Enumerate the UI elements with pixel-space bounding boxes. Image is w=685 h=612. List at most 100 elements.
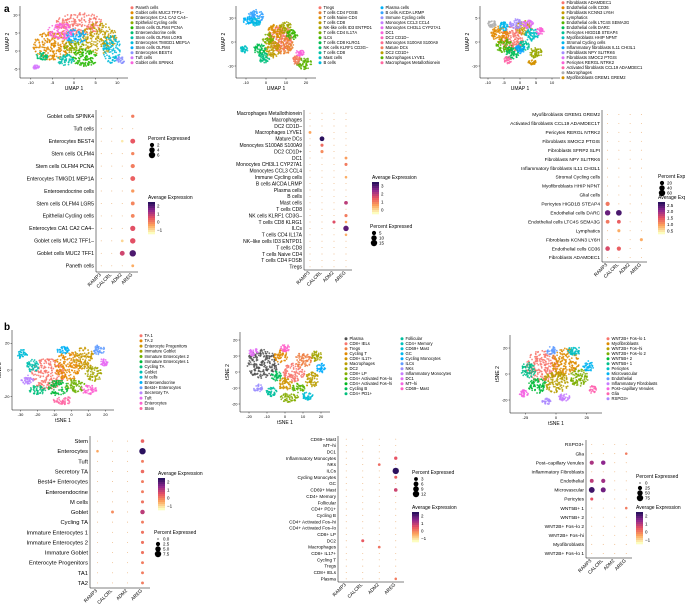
b-tsne-epithelial-point [61, 386, 63, 389]
a-umap-stromal-point [509, 22, 512, 25]
a-umap-epithelial-point [74, 46, 77, 49]
a-umap-immune-point [251, 11, 253, 14]
a-umap-epithelial-point [89, 57, 92, 60]
a-umap-immune-point [276, 33, 279, 36]
a-umap-epithelial-point [116, 43, 119, 45]
a-umap-epithelial-point [48, 58, 51, 61]
a-umap-epithelial-point [84, 49, 87, 52]
a-umap-immune-point [292, 57, 295, 60]
a-umap-epithelial-point [94, 37, 97, 40]
b-tsne-epithelial-point [50, 358, 53, 361]
b-tsne-epithelial-point [102, 359, 105, 361]
b-tsne-epithelial-point [52, 392, 55, 395]
b-tsne-epithelial-point [86, 367, 88, 370]
a-umap-epithelial-point [37, 66, 40, 69]
a-umap-epithelial-point [87, 25, 90, 28]
a-umap-epithelial-x-tick-label: 5 [94, 80, 97, 85]
a-umap-epithelial-point [94, 30, 97, 33]
a-umap-stromal-point [510, 44, 513, 47]
a-umap-stromal-point [529, 34, 532, 37]
a-umap-epithelial-point [65, 22, 68, 25]
a-umap-epithelial-point [98, 40, 101, 43]
b-tsne-epithelial-point [91, 371, 94, 374]
a-umap-stromal-point [515, 43, 517, 46]
b-tsne-epithelial-point [48, 379, 51, 381]
a-umap-stromal-point [496, 48, 499, 51]
b-tsne-immune-point [251, 374, 254, 377]
a-umap-epithelial-point [119, 50, 121, 53]
a-umap-stromal-point [533, 33, 535, 36]
a-umap-stromal-point [495, 31, 498, 33]
a-umap-immune-point [252, 14, 255, 17]
a-umap-epithelial-point [71, 20, 73, 23]
b-tsne-epithelial-point [63, 351, 65, 354]
a-umap-immune-point [299, 51, 302, 54]
a-umap-epithelial-point [75, 47, 78, 50]
b-tsne-epithelial-point [74, 351, 77, 353]
a-umap-epithelial-point [75, 22, 77, 25]
b-tsne-epithelial-point [33, 366, 36, 369]
a-umap-immune-point [246, 47, 249, 50]
a-umap-epithelial-point [72, 30, 74, 33]
a-umap-immune-point [265, 55, 268, 58]
a-umap-stromal-point [500, 51, 503, 54]
b-tsne-epithelial-point [30, 363, 32, 366]
a-umap-epithelial-point [113, 57, 116, 59]
b-tsne-epithelial-point [48, 387, 51, 390]
b-tsne-epithelial-point [65, 388, 68, 391]
a-umap-epithelial-point [98, 18, 101, 21]
b-tsne-immune-point [254, 368, 257, 370]
a-umap-stromal-point [510, 47, 513, 50]
b-tsne-immune-point [263, 348, 266, 351]
a-umap-epithelial-point [83, 18, 86, 21]
b-tsne-epithelial-point [39, 392, 41, 395]
a-umap-stromal-point [502, 47, 505, 50]
a-umap-epithelial-point [95, 28, 98, 31]
b-tsne-epithelial-point [87, 349, 89, 351]
a-umap-immune-legend-label: B cells [324, 60, 336, 65]
a-umap-epithelial-point [89, 30, 92, 32]
b-tsne-immune-point [259, 373, 262, 376]
b-tsne-epithelial-point [59, 382, 62, 385]
a-umap-immune-point [260, 16, 263, 18]
a-umap-epithelial-point [101, 39, 103, 41]
b-tsne-epithelial-point [89, 373, 92, 376]
b-tsne-epithelial-point [60, 377, 63, 380]
a-umap-stromal-point [502, 42, 505, 45]
b-tsne-epithelial-point [99, 378, 101, 380]
a-umap-epithelial-point [84, 33, 87, 35]
a-umap-stromal-point [540, 26, 543, 29]
a-umap-immune-point [280, 45, 283, 48]
a-umap-immune-point [280, 33, 282, 36]
b-tsne-immune-point [263, 365, 265, 368]
a-umap-epithelial-point [90, 64, 93, 66]
a-umap-stromal-point [488, 24, 490, 27]
a-umap-stromal-point [531, 35, 534, 38]
a-umap-immune-point [272, 50, 275, 53]
b-tsne-epithelial-point [58, 398, 61, 401]
b-tsne-epithelial-point [52, 377, 55, 380]
b-tsne-epithelial-point [90, 350, 93, 353]
a-umap-immune-point [271, 47, 274, 50]
a-umap-epithelial-point [106, 54, 108, 57]
b-tsne-epithelial-point [79, 358, 82, 360]
a-umap-epithelial-point [48, 41, 51, 44]
a-umap-immune-point [284, 36, 287, 38]
a-umap-epithelial-point [76, 15, 79, 17]
a-umap-immune-legend-swatch [318, 36, 322, 40]
b-tsne-epithelial-point [59, 361, 62, 364]
a-umap-stromal-point [529, 27, 532, 30]
a-umap-stromal-point [503, 25, 505, 28]
a-umap-epithelial-point [77, 61, 80, 64]
a-umap-epithelial-point [60, 45, 63, 48]
a-umap-epithelial-point [107, 33, 110, 36]
a-umap-stromal-point [503, 49, 505, 52]
b-tsne-immune-point [273, 367, 276, 370]
a-umap-epithelial-point [81, 32, 84, 34]
a-umap-stromal-point [499, 28, 501, 31]
a-umap-epithelial-point [43, 46, 46, 49]
a-umap-stromal-point [527, 22, 530, 25]
a-umap-immune-legend-swatch [318, 11, 322, 15]
a-umap-epithelial-x-tick-label: -10 [28, 80, 35, 85]
a-umap-epithelial-point [50, 58, 53, 60]
